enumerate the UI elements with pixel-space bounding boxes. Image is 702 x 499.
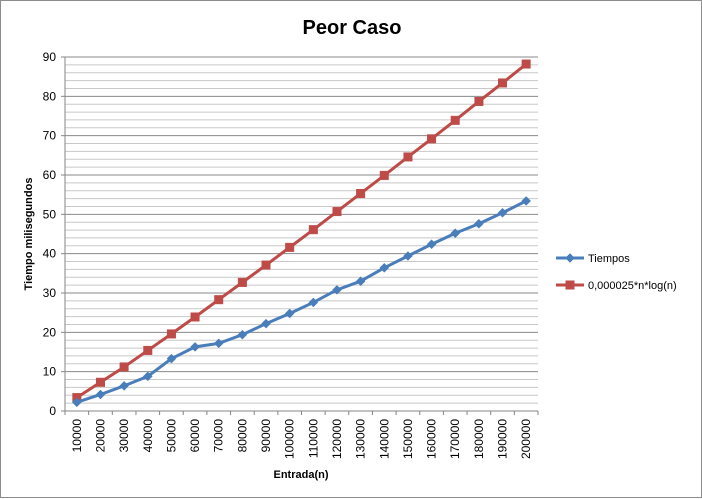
y-tick-label: 0 <box>49 404 56 418</box>
data-point <box>308 297 319 308</box>
x-tick-label: 20000 <box>93 419 107 453</box>
x-tick-label: 30000 <box>117 419 131 453</box>
y-tick-label: 10 <box>43 365 57 379</box>
data-point <box>261 260 271 270</box>
x-tick-label: 50000 <box>164 419 178 453</box>
y-axis-title: Tiempo milisegundos <box>23 178 35 291</box>
y-tick-label: 90 <box>43 50 57 64</box>
y-tick-label: 40 <box>43 247 57 261</box>
data-point <box>332 284 342 295</box>
data-point <box>403 251 413 261</box>
data-point <box>355 276 366 287</box>
y-tick-label: 50 <box>43 207 57 221</box>
data-point <box>427 134 437 144</box>
data-point <box>142 371 153 382</box>
data-point <box>474 96 484 106</box>
series-line <box>76 199 527 404</box>
data-point <box>95 377 105 387</box>
x-tick-label: 140000 <box>377 419 391 459</box>
data-point <box>284 308 295 319</box>
data-point <box>119 380 129 391</box>
x-tick-label: 40000 <box>141 419 155 453</box>
series <box>71 59 532 408</box>
data-point <box>379 170 389 180</box>
x-tick-label: 200000 <box>519 419 533 459</box>
x-tick-label: 120000 <box>330 419 344 459</box>
legend-swatch-marker <box>565 253 575 263</box>
x-tick-label: 180000 <box>472 419 486 459</box>
data-point <box>497 207 508 218</box>
y-tick-label: 30 <box>43 286 57 300</box>
data-point <box>95 389 106 400</box>
x-axis-title: Entrada(n) <box>274 469 329 481</box>
y-tick-labels: 0 10 20 30 40 50 60 70 80 90 <box>43 50 57 418</box>
x-tick-label: 100000 <box>283 419 297 459</box>
data-point <box>403 152 413 162</box>
data-point <box>450 115 460 125</box>
chart-title: Peor Caso <box>303 17 402 39</box>
legend-swatch-marker <box>565 280 575 290</box>
x-tick-label: 160000 <box>425 419 439 459</box>
data-point <box>71 397 82 408</box>
x-tick-label: 190000 <box>496 419 510 459</box>
x-tick-label: 170000 <box>448 419 462 459</box>
x-tick-label: 130000 <box>354 419 368 459</box>
x-tick-label: 90000 <box>259 419 273 453</box>
legend-label: Tiempos <box>588 253 630 265</box>
axes <box>61 56 539 415</box>
x-tick-label: 150000 <box>401 419 415 459</box>
data-point <box>521 196 532 206</box>
data-point <box>379 262 390 273</box>
x-tick-label: 70000 <box>212 419 226 453</box>
data-point <box>214 295 224 305</box>
x-tick-labels: 10000 20000 30000 40000 50000 60000 70000 80000… <box>70 419 533 459</box>
data-point <box>450 228 461 239</box>
y-tick-label: 70 <box>43 129 57 143</box>
data-point <box>166 353 177 364</box>
y-tick-label: 60 <box>43 168 57 182</box>
data-point <box>190 342 200 352</box>
legend-label: 0,000025*n*log(n) <box>588 280 677 292</box>
data-point <box>285 242 295 252</box>
data-point <box>261 318 271 329</box>
x-tick-label: 60000 <box>188 419 202 453</box>
data-point <box>119 362 129 372</box>
data-point <box>166 329 176 339</box>
data-point <box>332 207 342 217</box>
x-tick-label: 80000 <box>235 419 249 453</box>
data-point <box>498 78 508 88</box>
data-point <box>356 188 366 198</box>
x-tick-label: 10000 <box>70 419 84 453</box>
y-tick-label: 20 <box>43 325 57 339</box>
x-tick-label: 110000 <box>306 419 320 458</box>
data-point <box>308 225 318 235</box>
data-point <box>237 329 248 340</box>
data-point <box>474 218 484 229</box>
series-1 <box>71 196 532 408</box>
legend: Tiempos 0,000025*n*log(n) <box>556 253 677 292</box>
data-point <box>237 277 247 287</box>
data-point <box>213 338 224 349</box>
y-tick-label: 80 <box>43 89 57 103</box>
data-point <box>190 312 200 322</box>
data-point <box>521 59 531 69</box>
data-point <box>426 239 437 250</box>
data-point <box>143 345 153 355</box>
